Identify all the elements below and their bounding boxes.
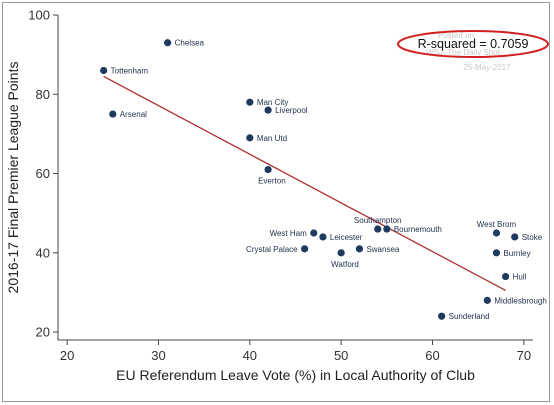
data-point-label: Burnley <box>503 249 530 258</box>
data-point <box>264 165 272 174</box>
trendline-group <box>103 75 506 292</box>
y-axis-title: 2016-17 Final Premier League Points <box>5 62 21 294</box>
y-tick-label: 40 <box>36 245 50 260</box>
data-point-label: Leicester <box>330 233 363 242</box>
chart-frame <box>2 2 550 402</box>
x-tick-label: 30 <box>151 348 165 363</box>
y-tick-label: 100 <box>28 8 50 23</box>
data-point-label: Tottenham <box>111 66 149 75</box>
data-point <box>511 233 519 241</box>
axes: 20 40 60 80 100 20 30 40 50 60 70 <box>28 8 533 363</box>
y-tick-label: 60 <box>36 166 50 181</box>
data-point-label: Man Utd <box>257 134 287 143</box>
watermark-line-3: 25-May-2017 <box>463 63 511 72</box>
data-point-label: Arsenal <box>120 110 147 119</box>
data-point-label: Chelsea <box>175 39 205 48</box>
data-point-label: Swansea <box>366 245 399 254</box>
data-point <box>492 229 501 237</box>
points-group <box>100 39 519 320</box>
data-point <box>301 245 309 253</box>
annotation-group: Posted on WSJ: The Daily Shot 25-May-201… <box>397 30 549 72</box>
data-point <box>264 106 272 114</box>
data-point <box>100 66 108 75</box>
data-point-label: Everton <box>258 177 286 186</box>
x-tick-label: 50 <box>334 348 348 363</box>
x-tick-label: 20 <box>60 348 74 363</box>
data-point <box>355 245 364 253</box>
r-squared-annotation: R-squared = 0.7059 <box>418 37 529 51</box>
data-point <box>374 225 382 233</box>
trendline <box>103 75 506 292</box>
data-point-label: West Brom <box>477 220 517 229</box>
data-point-label: Southampton <box>354 216 402 225</box>
r-squared-ellipse <box>397 30 549 58</box>
data-point-label: Bournemouth <box>394 225 442 234</box>
x-tick-label: 70 <box>517 348 531 363</box>
y-tick-label: 20 <box>36 325 50 340</box>
x-tick-label: 60 <box>425 348 439 363</box>
data-point-label: Watford <box>331 260 359 269</box>
watermark-line-1: Posted on <box>438 31 474 40</box>
data-point <box>501 272 510 281</box>
data-point <box>383 225 391 233</box>
data-point <box>109 110 117 118</box>
data-point <box>164 39 172 47</box>
data-point-label: Middlesbrough <box>494 296 546 305</box>
watermark-line-2: WSJ: The Daily Shot <box>426 48 500 57</box>
point-labels-group: Chelsea Tottenham Arsenal Man CityLiverpool… <box>111 39 547 321</box>
data-point <box>492 249 501 257</box>
data-point-label: West Ham <box>270 229 308 238</box>
data-point-label: Liverpool <box>275 106 308 115</box>
data-point <box>310 229 318 237</box>
x-tick-label: 40 <box>243 348 257 363</box>
y-tick-label: 80 <box>36 87 50 102</box>
data-point <box>438 312 446 320</box>
data-point-label: Sunderland <box>449 312 490 321</box>
data-point <box>246 134 254 142</box>
data-point-label: Man City <box>257 98 289 107</box>
data-point-label: Hull <box>513 273 527 282</box>
data-point <box>319 233 327 241</box>
data-point <box>246 98 254 106</box>
x-axis-title: EU Referendum Leave Vote (%) in Local Au… <box>116 367 475 383</box>
data-point <box>483 296 491 304</box>
data-point-label: Stoke <box>522 233 543 242</box>
data-point <box>337 249 345 257</box>
data-point-label: Crystal Palace <box>246 245 298 254</box>
